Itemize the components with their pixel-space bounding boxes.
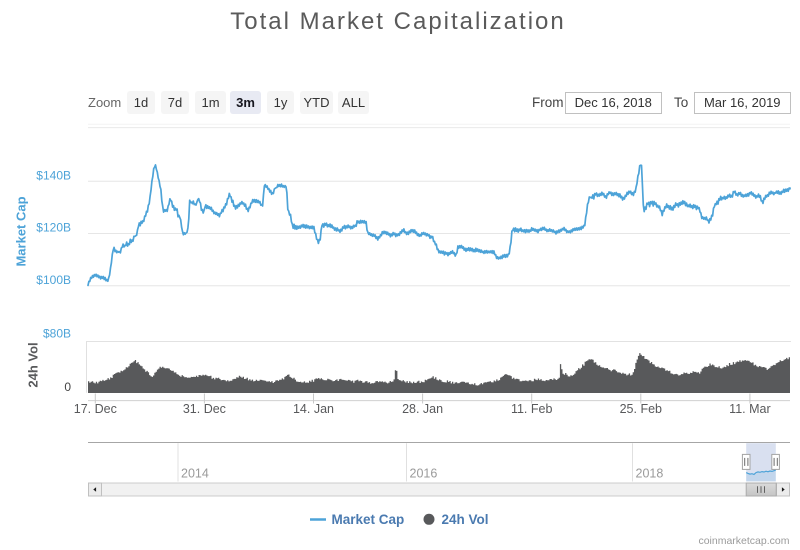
svg-text:17. Dec: 17. Dec (74, 402, 117, 416)
svg-text:14. Jan: 14. Jan (293, 402, 334, 416)
svg-text:$140B: $140B (36, 169, 71, 183)
svg-text:31. Dec: 31. Dec (183, 402, 226, 416)
svg-text:2016: 2016 (410, 467, 438, 481)
svg-text:2018: 2018 (636, 467, 664, 481)
svg-text:$80B: $80B (43, 326, 71, 340)
svg-text:11. Mar: 11. Mar (729, 402, 770, 416)
svg-text:0: 0 (64, 380, 71, 394)
svg-text:24h Vol: 24h Vol (26, 342, 41, 387)
svg-text:2014: 2014 (181, 467, 209, 481)
svg-text:24h Vol: 24h Vol (442, 512, 489, 527)
svg-text:28. Jan: 28. Jan (402, 402, 443, 416)
svg-text:$120B: $120B (36, 221, 71, 235)
svg-text:$100B: $100B (36, 273, 71, 287)
svg-text:Market Cap: Market Cap (14, 196, 29, 266)
svg-text:Market Cap: Market Cap (332, 512, 405, 527)
svg-text:coinmarketcap.com: coinmarketcap.com (698, 535, 789, 547)
svg-text:25. Feb: 25. Feb (620, 402, 662, 416)
svg-text:11. Feb: 11. Feb (511, 402, 553, 416)
